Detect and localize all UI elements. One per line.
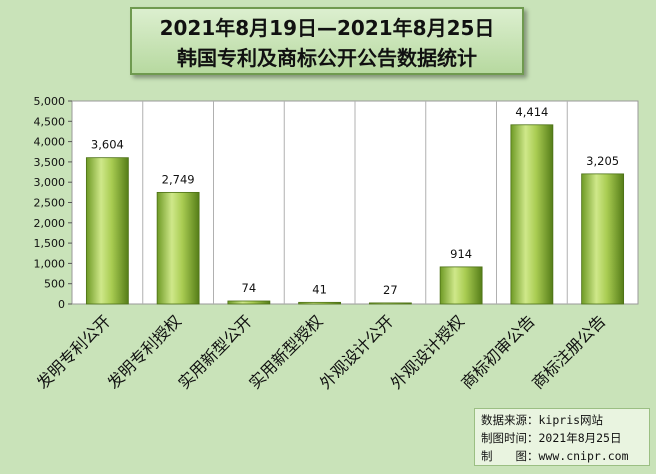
chart-title-line1: 2021年8月19日—2021年8月25日 [159,16,495,40]
source-note-line2: 制图时间：2021年8月25日 [481,431,622,445]
bar [439,266,483,305]
source-note: 数据来源：kipris网站 制图时间：2021年8月25日 制 图：www.cn… [474,408,650,466]
y-tick-label: 1,500 [34,237,66,250]
y-tick-label: 4,500 [34,115,66,128]
bars [85,124,625,305]
source-note-line3: 制 图：www.cnipr.com [481,449,629,463]
y-tick-label: 3,000 [34,176,66,189]
x-tick-label: 发明专利公开 [33,311,114,392]
grid-lines [142,101,568,304]
y-tick-label: 0 [58,298,65,311]
data-label: 27 [383,283,398,297]
bar [156,191,200,305]
x-tick-label: 外观设计授权 [387,311,468,392]
y-tick-label: 2,000 [34,217,66,230]
y-tick-label: 1,000 [34,257,66,270]
y-tick-label: 3,500 [34,156,66,169]
x-tick-label: 实用新型公开 [174,311,255,392]
data-label: 2,749 [162,172,195,186]
y-tick-label: 4,000 [34,136,66,149]
x-axis: 发明专利公开发明专利授权实用新型公开实用新型授权外观设计公开外观设计授权商标初审… [33,311,610,392]
bar [510,124,554,305]
y-tick-label: 500 [44,278,65,291]
x-tick-label: 发明专利授权 [104,311,185,392]
bar [298,301,342,305]
data-label: 4,414 [515,105,548,119]
y-tick-label: 2,500 [34,197,66,210]
data-label: 41 [312,282,327,296]
x-tick-label: 商标初审公告 [457,311,538,392]
bar [368,302,412,305]
bar [85,157,129,305]
data-label: 3,604 [91,138,124,152]
bar [581,173,625,305]
data-label: 914 [450,247,472,261]
bar [227,300,271,305]
data-label: 3,205 [586,154,619,168]
source-note-line1: 数据来源：kipris网站 [481,413,604,427]
data-label: 74 [242,281,257,295]
x-tick-label: 外观设计公开 [316,311,397,392]
x-tick-label: 商标注册公告 [528,311,609,392]
y-axis: 0 500 1,000 1,500 2,000 2,500 3,000 3,500 4,000 4… [34,95,72,311]
data-labels: 3,604 2,749 74 41 27 914 4,414 3,205 [91,105,619,297]
chart-title-line2: 韩国专利及商标公开公告数据统计 [177,46,477,70]
chart-title: 2021年8月19日—2021年8月25日 韩国专利及商标公开公告数据统计 [130,7,524,75]
x-tick-label: 实用新型授权 [245,311,326,392]
y-tick-label: 5,000 [34,95,66,108]
